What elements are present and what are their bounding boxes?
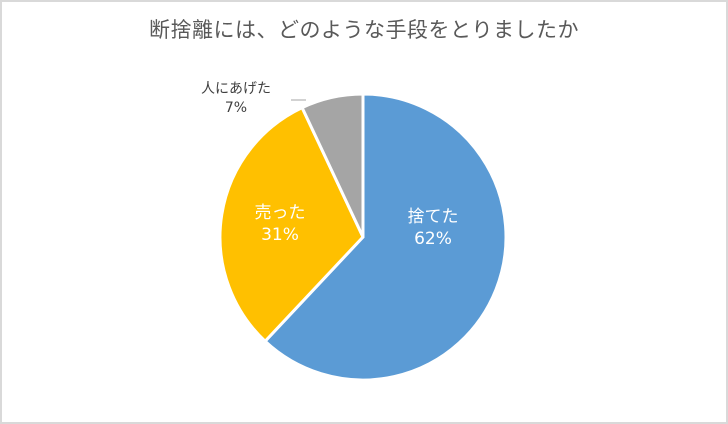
label-give-name: 人にあげた: [201, 81, 271, 97]
label-give-pct: 7%: [224, 99, 248, 116]
label-give: 人にあげた 7%: [186, 80, 286, 118]
pie-slices: [218, 92, 508, 382]
pie-slice-throw: [263, 92, 508, 382]
label-throw: 捨てた 62%: [388, 206, 478, 250]
label-sell-pct: 31%: [261, 225, 299, 246]
label-sell: 売った 31%: [240, 202, 320, 246]
label-throw-name: 捨てた: [407, 207, 459, 227]
chart-title: 断捨離には、どのような手段をとりましたか: [149, 18, 579, 42]
pie-slice-give: [300, 92, 365, 239]
label-sell-name: 売った: [254, 203, 306, 223]
label-throw-pct: 62%: [414, 229, 452, 250]
pie-slice-sell: [218, 106, 365, 343]
